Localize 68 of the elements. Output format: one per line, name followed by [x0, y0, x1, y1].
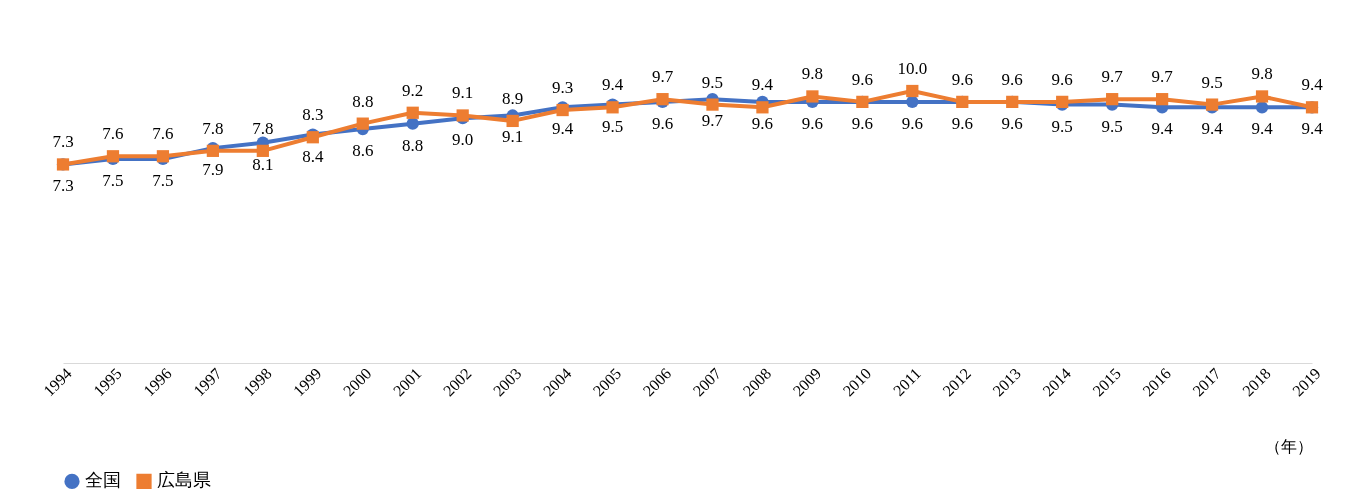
data-label: 7.9 [202, 160, 224, 180]
data-label: 9.6 [851, 69, 873, 89]
data-label: 7.3 [52, 176, 74, 196]
data-label: 7.5 [152, 171, 174, 190]
data-label: 9.7 [651, 67, 674, 87]
data-label: 9.6 [901, 113, 923, 133]
data-label: 9.7 [1151, 67, 1174, 87]
point [356, 117, 369, 130]
data-label: 9.4 [1251, 119, 1274, 139]
data-label: 9.1 [452, 83, 474, 103]
data-label: 8.8 [402, 135, 424, 155]
point [1106, 93, 1119, 106]
point [406, 106, 419, 119]
data-label: 9.4 [551, 119, 574, 139]
point [1156, 93, 1169, 106]
data-label: 9.7 [1101, 67, 1124, 87]
data-label: 8.1 [252, 154, 274, 174]
data-label: 9.5 [701, 72, 724, 92]
data-label: 10.0 [897, 59, 928, 78]
data-label: 9.6 [651, 113, 674, 133]
x-tick-label: 1999 [289, 364, 325, 400]
data-label: 8.9 [502, 88, 524, 108]
data-label: 7.5 [102, 171, 124, 190]
data-label: 9.1 [502, 127, 524, 147]
point [906, 84, 919, 98]
data-label: 9.8 [801, 64, 824, 84]
point [706, 98, 719, 111]
data-label: 9.5 [601, 116, 624, 136]
data-label: 9.6 [1001, 113, 1023, 133]
point [406, 117, 419, 130]
data-label: 8.8 [352, 91, 374, 111]
data-label: 9.5 [1101, 116, 1123, 136]
data-label: 9.5 [1201, 72, 1223, 92]
data-label: 9.6 [851, 113, 873, 133]
data-label: 7.6 [102, 124, 124, 144]
data-label: 8.4 [302, 146, 324, 166]
point [506, 114, 519, 128]
point [256, 144, 269, 157]
data-label: 9.6 [1051, 69, 1073, 89]
data-label: 9.2 [402, 80, 424, 100]
data-label: 9.6 [951, 113, 973, 133]
data-label: 9.5 [1051, 116, 1073, 136]
data-label: 9.8 [1251, 64, 1273, 84]
legend-label: 広島県 [157, 470, 211, 491]
data-label: 9.4 [1151, 119, 1174, 139]
data-label: 9.6 [1001, 69, 1023, 89]
data-label: 8.6 [352, 141, 374, 161]
data-label: 8.3 [302, 105, 324, 125]
data-label: 9.6 [751, 113, 774, 133]
data-label: 9.4 [751, 75, 774, 95]
data-label: 9.4 [601, 75, 624, 95]
data-label: 9.6 [951, 69, 973, 89]
legend-label: 全国 [85, 470, 121, 491]
data-label: 9.4 [1301, 119, 1324, 139]
data-label: 7.3 [52, 132, 74, 152]
data-label: 7.8 [252, 118, 274, 138]
point [756, 101, 769, 114]
data-label: 9.4 [1201, 119, 1224, 139]
data-label: 7.6 [152, 124, 174, 144]
data-label: 9.3 [551, 78, 574, 98]
data-label: 9.7 [701, 111, 724, 131]
data-label: 9.0 [452, 130, 474, 150]
data-label: 9.6 [801, 113, 824, 133]
data-label: 7.8 [202, 118, 224, 138]
point [1255, 90, 1269, 103]
x-axis-title: （年） [1264, 437, 1313, 455]
data-label: 9.4 [1301, 75, 1324, 95]
point [806, 90, 819, 103]
